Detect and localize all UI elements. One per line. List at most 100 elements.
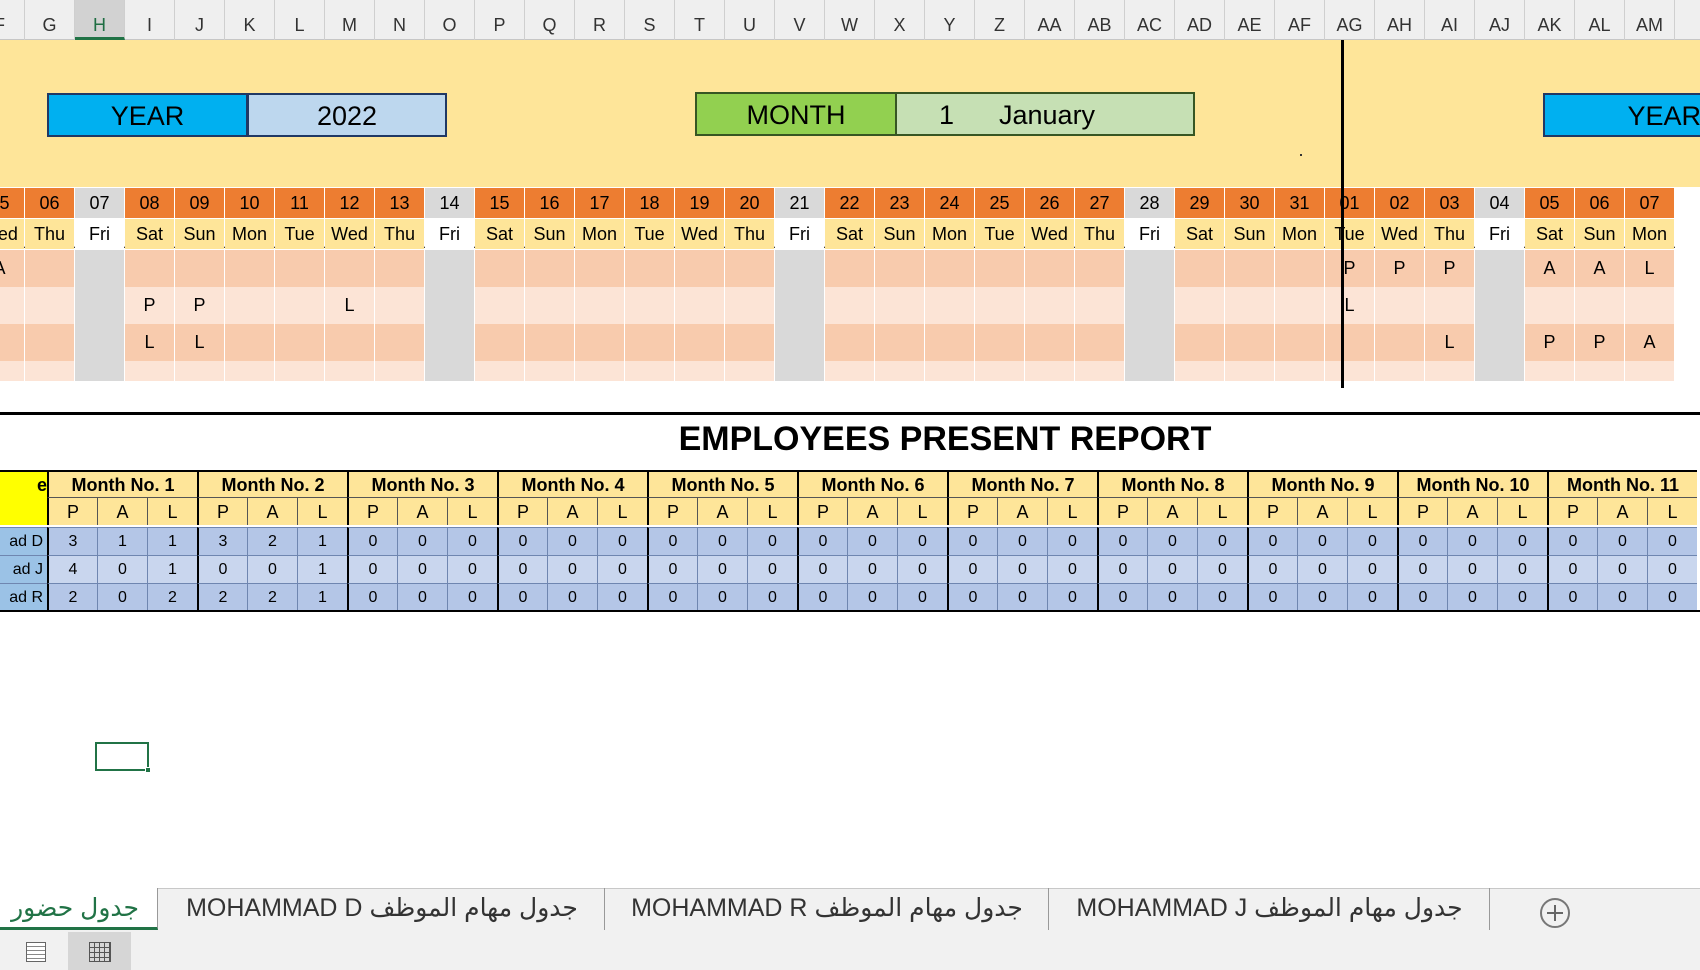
attendance-cell[interactable] [875, 287, 925, 324]
attendance-cell[interactable] [975, 324, 1025, 361]
column-header-G[interactable]: G [25, 0, 75, 40]
report-value-cell[interactable]: 0 [1047, 555, 1097, 583]
report-value-cell[interactable]: 2 [247, 527, 297, 555]
fill-handle[interactable] [145, 767, 151, 773]
column-header-O[interactable]: O [425, 0, 475, 40]
attendance-cell[interactable] [925, 250, 975, 287]
report-value-cell[interactable]: 0 [1397, 583, 1447, 611]
report-value-cell[interactable]: 0 [347, 527, 397, 555]
attendance-cell[interactable] [1275, 287, 1325, 324]
attendance-cell[interactable] [1475, 287, 1525, 324]
column-header-AM[interactable]: AM [1625, 0, 1675, 40]
attendance-cell[interactable] [1175, 361, 1225, 381]
attendance-cell[interactable] [775, 324, 825, 361]
report-value-cell[interactable]: 0 [997, 555, 1047, 583]
column-header-T[interactable]: T [675, 0, 725, 40]
attendance-cell[interactable] [575, 287, 625, 324]
column-header-P[interactable]: P [475, 0, 525, 40]
report-value-cell[interactable]: 0 [947, 583, 997, 611]
attendance-cell[interactable] [1625, 287, 1675, 324]
report-value-cell[interactable]: 0 [197, 555, 247, 583]
report-value-cell[interactable]: 0 [1297, 527, 1347, 555]
report-value-cell[interactable]: 3 [197, 527, 247, 555]
report-value-cell[interactable]: 0 [1097, 583, 1147, 611]
attendance-cell[interactable]: L [125, 324, 175, 361]
report-value-cell[interactable]: 0 [1197, 583, 1247, 611]
report-value-cell[interactable]: 0 [697, 583, 747, 611]
attendance-cell[interactable] [1025, 324, 1075, 361]
attendance-cell[interactable]: P [1375, 250, 1425, 287]
report-value-cell[interactable]: 0 [747, 555, 797, 583]
report-value-cell[interactable]: 0 [997, 527, 1047, 555]
report-value-cell[interactable]: 0 [1097, 527, 1147, 555]
attendance-cell[interactable] [725, 361, 775, 381]
report-value-cell[interactable]: 1 [297, 527, 347, 555]
report-value-cell[interactable]: 0 [697, 527, 747, 555]
report-value-cell[interactable]: 0 [497, 583, 547, 611]
column-header-AE[interactable]: AE [1225, 0, 1275, 40]
report-value-cell[interactable]: 1 [97, 527, 147, 555]
attendance-cell[interactable] [775, 287, 825, 324]
attendance-cell[interactable]: A [0, 250, 25, 287]
sheet-tab-mohammad-j[interactable]: MOHAMMAD J جدول مهام الموظف [1050, 888, 1490, 930]
attendance-cell[interactable]: P [1575, 324, 1625, 361]
attendance-cell[interactable] [425, 287, 475, 324]
report-value-cell[interactable]: 0 [1497, 555, 1547, 583]
attendance-cell[interactable] [75, 361, 125, 381]
attendance-cell[interactable]: P [125, 287, 175, 324]
attendance-cell[interactable] [675, 287, 725, 324]
report-value-cell[interactable]: 0 [997, 583, 1047, 611]
column-header-AJ[interactable]: AJ [1475, 0, 1525, 40]
report-value-cell[interactable]: 0 [947, 555, 997, 583]
report-value-cell[interactable]: 2 [197, 583, 247, 611]
attendance-cell[interactable] [875, 324, 925, 361]
attendance-cell[interactable] [925, 324, 975, 361]
report-value-cell[interactable]: 0 [497, 527, 547, 555]
attendance-cell[interactable] [275, 324, 325, 361]
column-header-AB[interactable]: AB [1075, 0, 1125, 40]
report-value-cell[interactable]: 0 [1647, 527, 1697, 555]
attendance-cell[interactable] [625, 287, 675, 324]
attendance-cell[interactable] [75, 324, 125, 361]
attendance-cell[interactable] [375, 287, 425, 324]
page-layout-view-button[interactable] [68, 932, 131, 970]
attendance-cell[interactable] [1625, 361, 1675, 381]
attendance-cell[interactable] [475, 287, 525, 324]
report-value-cell[interactable]: 4 [47, 555, 97, 583]
report-value-cell[interactable]: 0 [97, 583, 147, 611]
attendance-cell[interactable] [575, 250, 625, 287]
report-value-cell[interactable]: 0 [597, 583, 647, 611]
column-header-L[interactable]: L [275, 0, 325, 40]
attendance-cell[interactable] [625, 250, 675, 287]
attendance-cell[interactable] [1025, 287, 1075, 324]
attendance-cell[interactable] [375, 361, 425, 381]
attendance-cell[interactable] [1125, 361, 1175, 381]
attendance-cell[interactable] [1125, 287, 1175, 324]
report-value-cell[interactable]: 0 [1347, 583, 1397, 611]
report-value-cell[interactable]: 0 [1347, 527, 1397, 555]
sheet-tab-attendance[interactable]: جدول حضور [0, 888, 158, 930]
attendance-cell[interactable] [1075, 361, 1125, 381]
attendance-cell[interactable] [25, 250, 75, 287]
column-header-AA[interactable]: AA [1025, 0, 1075, 40]
attendance-cell[interactable] [575, 361, 625, 381]
report-value-cell[interactable]: 0 [547, 527, 597, 555]
attendance-cell[interactable] [375, 250, 425, 287]
column-header-Q[interactable]: Q [525, 0, 575, 40]
report-value-cell[interactable]: 0 [1597, 555, 1647, 583]
report-value-cell[interactable]: 0 [1297, 555, 1347, 583]
attendance-cell[interactable] [1175, 250, 1225, 287]
attendance-cell[interactable]: A [1625, 324, 1675, 361]
column-header-K[interactable]: K [225, 0, 275, 40]
report-value-cell[interactable]: 0 [1197, 555, 1247, 583]
column-header-I[interactable]: I [125, 0, 175, 40]
attendance-cell[interactable] [525, 324, 575, 361]
attendance-cell[interactable] [125, 361, 175, 381]
sheet-tab-mohammad-d[interactable]: MOHAMMAD D جدول مهام الموظف [160, 888, 605, 930]
attendance-cell[interactable] [475, 361, 525, 381]
report-value-cell[interactable]: 0 [697, 555, 747, 583]
attendance-cell[interactable]: P [1325, 250, 1375, 287]
attendance-cell[interactable] [825, 361, 875, 381]
report-value-cell[interactable]: 0 [747, 583, 797, 611]
attendance-cell[interactable] [1225, 361, 1275, 381]
